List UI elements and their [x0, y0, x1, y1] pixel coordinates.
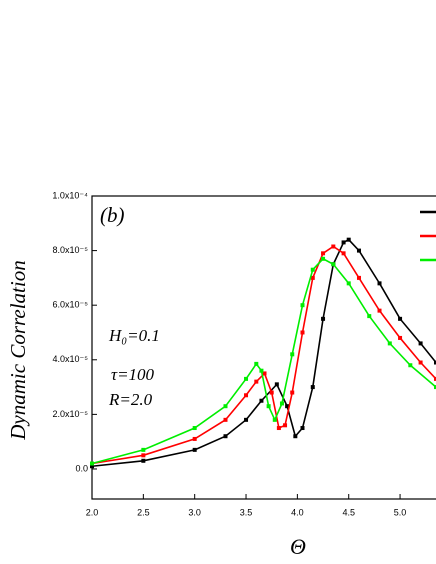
y-tick-label: 2.0x10⁻⁵ — [52, 409, 88, 419]
data-point — [90, 464, 94, 469]
data-point — [223, 404, 228, 409]
annotation: τ=100 — [111, 365, 155, 384]
data-point — [310, 385, 315, 390]
data-line — [91, 245, 436, 465]
data-point — [279, 401, 284, 406]
data-point — [398, 316, 403, 321]
data-point — [377, 281, 382, 286]
data-point — [276, 426, 281, 431]
data-line — [91, 257, 436, 465]
data-point — [310, 267, 315, 272]
data-point — [293, 434, 298, 439]
data-point — [192, 426, 197, 431]
data-point — [192, 447, 197, 452]
data-point — [398, 335, 403, 340]
data-point — [321, 316, 326, 321]
data-point — [141, 447, 146, 452]
y-tick-label: 6.0x10⁻⁵ — [52, 300, 88, 310]
data-point — [283, 423, 288, 428]
data-point — [223, 434, 228, 439]
data-point — [300, 330, 305, 335]
data-point — [434, 360, 436, 365]
data-point — [377, 308, 382, 313]
data-point — [290, 390, 295, 395]
data-point — [356, 275, 361, 280]
y-axis-label: Dynamic Correlation — [6, 260, 30, 440]
y-tick-label: 1.0x10⁻⁴ — [52, 190, 88, 200]
data-point — [272, 417, 277, 422]
data-point — [356, 248, 361, 253]
data-point — [346, 281, 351, 286]
x-tick-label: 4.0 — [291, 507, 304, 517]
data-point — [346, 237, 351, 242]
data-point — [387, 341, 392, 346]
data-point — [434, 376, 436, 381]
data-point — [300, 426, 305, 431]
data-point — [244, 417, 249, 422]
data-point — [192, 436, 197, 441]
data-point — [290, 352, 295, 357]
data-point — [341, 240, 346, 245]
data-point — [141, 458, 146, 463]
data-point — [259, 368, 264, 373]
x-tick-label: 5.0 — [394, 507, 407, 517]
data-point — [408, 363, 413, 368]
y-tick-label: 0.0 — [75, 463, 88, 473]
data-point — [259, 398, 264, 403]
x-tick-label: 2.5 — [137, 507, 150, 517]
x-axis-label: Θ — [290, 534, 306, 559]
data-point — [274, 382, 279, 387]
x-tick-label: 4.5 — [342, 507, 355, 517]
data-point — [285, 404, 290, 409]
data-point — [90, 461, 94, 466]
data-point — [341, 251, 346, 256]
data-point — [331, 244, 336, 249]
y-tick-label: 8.0x10⁻⁵ — [52, 245, 88, 255]
data-point — [254, 379, 259, 384]
data-point — [310, 275, 315, 280]
data-point — [141, 453, 146, 458]
data-point — [244, 393, 249, 398]
x-tick-label: 2.0 — [86, 507, 99, 517]
data-point — [321, 256, 326, 261]
x-tick-label: 3.5 — [240, 507, 253, 517]
data-point — [321, 251, 326, 256]
data-point — [223, 417, 228, 422]
data-point — [254, 361, 259, 366]
y-tick-label: 4.0x10⁻⁵ — [52, 354, 88, 364]
data-point — [331, 262, 336, 267]
data-point — [269, 390, 274, 395]
data-point — [300, 303, 305, 308]
x-tick-label: 3.0 — [188, 507, 201, 517]
plot-frame — [91, 195, 436, 500]
data-point — [262, 371, 267, 376]
annotation: (b) — [100, 203, 125, 227]
data-point — [418, 341, 423, 346]
data-point — [367, 314, 372, 319]
data-point — [244, 376, 249, 381]
annotation: R=2.0 — [108, 390, 153, 409]
data-point — [266, 404, 271, 409]
data-point — [434, 385, 436, 390]
annotation: H₀=0.1 — [108, 326, 160, 345]
data-line — [91, 238, 436, 468]
data-point — [418, 360, 423, 365]
